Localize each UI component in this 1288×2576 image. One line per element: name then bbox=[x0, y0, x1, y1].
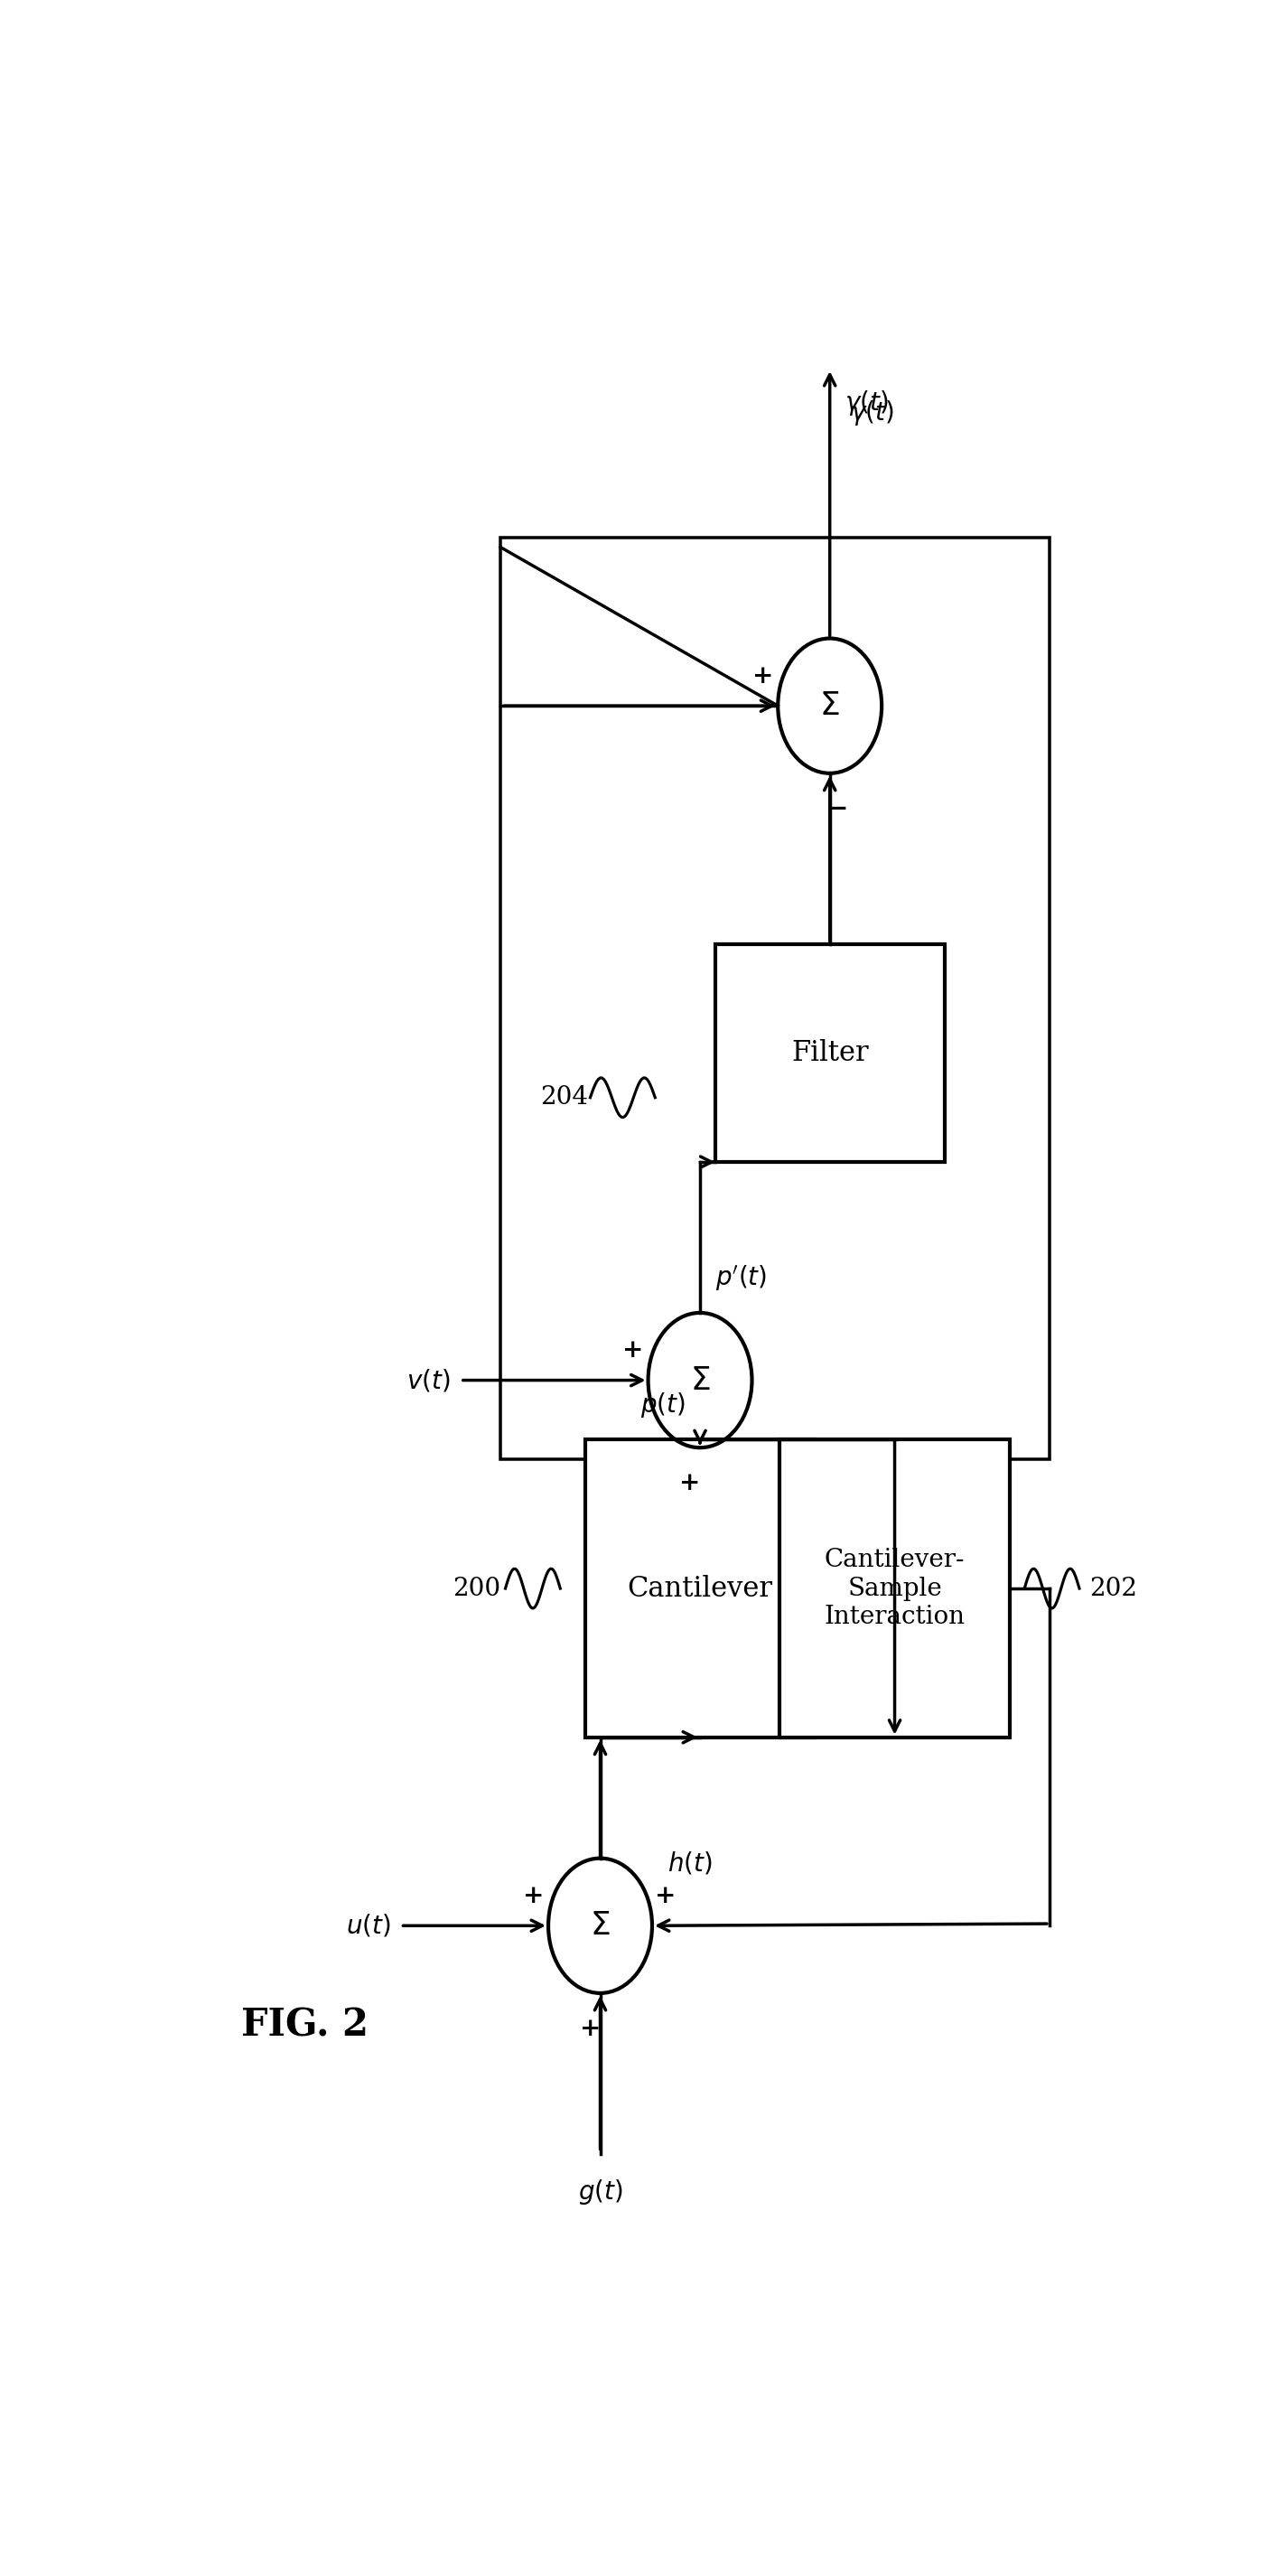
Text: $\Sigma$: $\Sigma$ bbox=[690, 1365, 710, 1396]
Text: FIG. 2: FIG. 2 bbox=[241, 2007, 368, 2043]
Text: 202: 202 bbox=[1090, 1577, 1137, 1600]
Text: $p(t)$: $p(t)$ bbox=[640, 1391, 685, 1419]
Bar bbox=[781, 1440, 1010, 1736]
Text: +: + bbox=[580, 2017, 600, 2040]
Text: $\Sigma$: $\Sigma$ bbox=[590, 1911, 611, 1942]
Text: $\Sigma$: $\Sigma$ bbox=[819, 690, 840, 721]
Text: Cantilever-
Sample
Interaction: Cantilever- Sample Interaction bbox=[824, 1548, 965, 1628]
Bar bbox=[585, 1440, 815, 1736]
Text: −: − bbox=[827, 796, 849, 822]
Text: $v(t)$: $v(t)$ bbox=[407, 1368, 451, 1394]
Text: $u(t)$: $u(t)$ bbox=[345, 1911, 390, 1940]
Text: +: + bbox=[752, 665, 774, 688]
Text: Filter: Filter bbox=[791, 1038, 868, 1066]
Text: +: + bbox=[622, 1340, 644, 1363]
Text: $g(t)$: $g(t)$ bbox=[578, 2177, 622, 2208]
Text: Cantilever: Cantilever bbox=[627, 1574, 773, 1602]
Text: $\gamma(t)$: $\gamma(t)$ bbox=[845, 389, 889, 417]
Bar bbox=[500, 538, 1050, 1461]
Text: +: + bbox=[654, 1883, 676, 1909]
Text: 200: 200 bbox=[452, 1577, 500, 1600]
Text: $\gamma(t)$: $\gamma(t)$ bbox=[850, 399, 894, 428]
Text: $h(t)$: $h(t)$ bbox=[667, 1850, 712, 1875]
Text: +: + bbox=[680, 1471, 701, 1497]
Text: +: + bbox=[523, 1883, 544, 1909]
Text: $p'(t)$: $p'(t)$ bbox=[715, 1265, 766, 1293]
Text: 204: 204 bbox=[541, 1084, 589, 1110]
Bar bbox=[715, 943, 944, 1162]
